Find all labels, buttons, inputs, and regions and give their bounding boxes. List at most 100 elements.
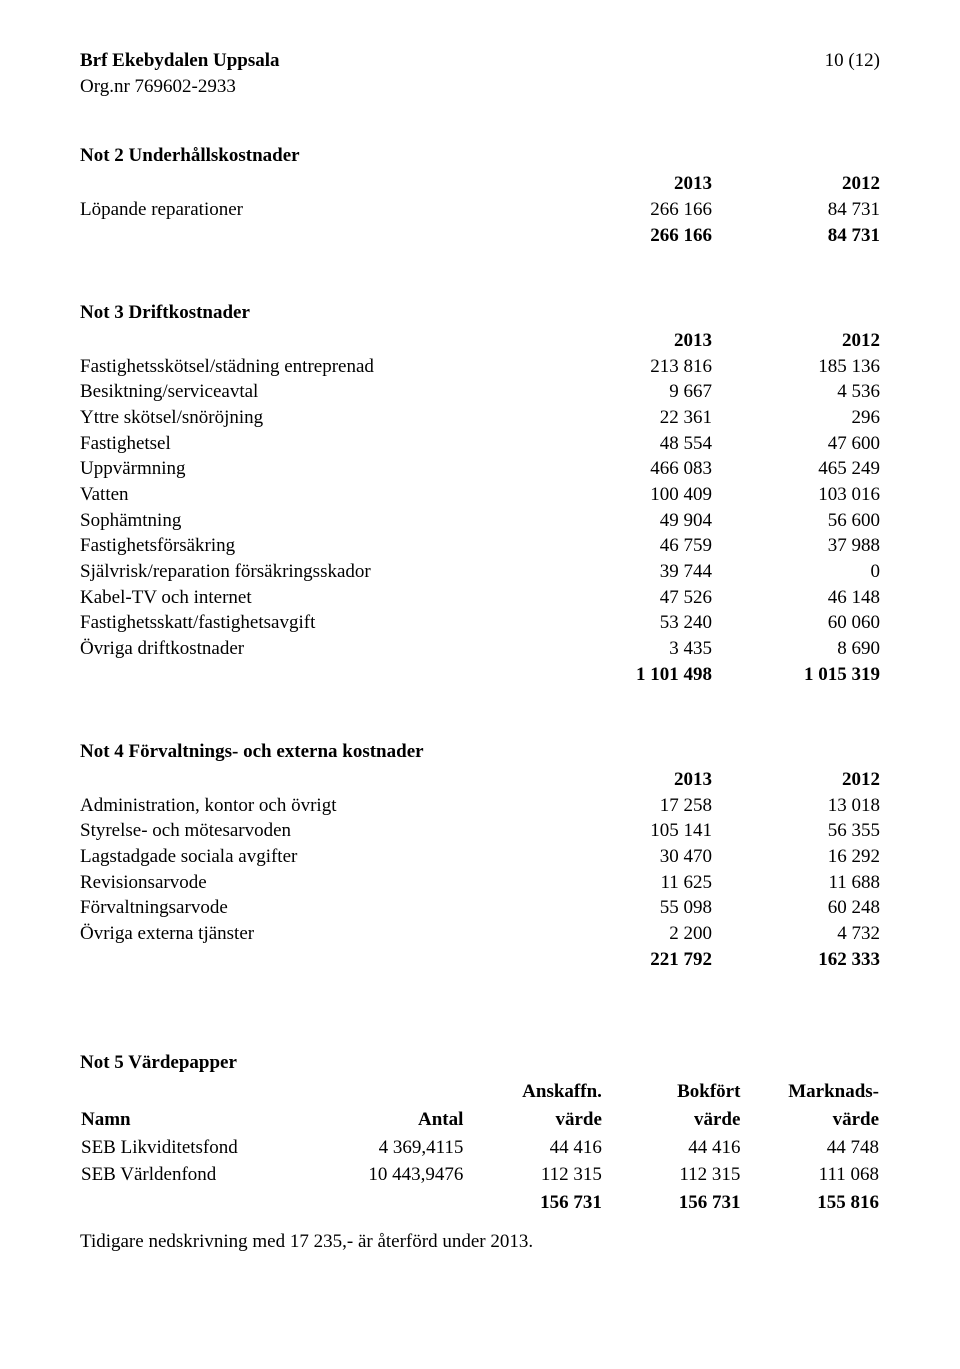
page-number: 10 (12): [825, 48, 880, 74]
table-header-row-top: Anskaffn. Bokfört Marknads-: [80, 1078, 880, 1106]
row-value: 55 098: [544, 895, 712, 921]
row-value: 11 625: [544, 870, 712, 896]
page-header: Brf Ekebydalen Uppsala 10 (12): [80, 48, 880, 74]
row-label: Vatten: [80, 482, 544, 508]
row-value: 49 904: [544, 508, 712, 534]
row-label: Fastighetsel: [80, 431, 544, 457]
not4-title: Not 4 Förvaltnings- och externa kostnade…: [80, 741, 880, 763]
col-marknads-top: Marknads-: [741, 1078, 880, 1106]
table-row: Kabel-TV och internet47 52646 148: [80, 585, 880, 611]
row-value: 17 258: [544, 793, 712, 819]
sec-mark: 44 748: [741, 1134, 880, 1162]
total-value: 1 101 498: [544, 662, 712, 688]
col-year-2: 2012: [712, 328, 880, 354]
sec-name: SEB Världenfond: [80, 1161, 320, 1189]
row-value: 266 166: [544, 197, 712, 223]
row-value: 8 690: [712, 636, 880, 662]
org-number: Org.nr 769602-2933: [80, 74, 880, 100]
table-header-row: 2013 2012: [80, 328, 880, 354]
not5-footnote: Tidigare nedskrivning med 17 235,- är åt…: [80, 1231, 880, 1253]
row-value: 56 600: [712, 508, 880, 534]
table-row: Fastighetsskötsel/städning entreprenad21…: [80, 354, 880, 380]
table-row: Vatten100 409103 016: [80, 482, 880, 508]
table-header-row-bottom: Namn Antal värde värde värde: [80, 1106, 880, 1134]
sec-bok: 112 315: [603, 1161, 742, 1189]
table-row: Uppvärmning466 083465 249: [80, 456, 880, 482]
table-header-row: 2013 2012: [80, 767, 880, 793]
row-value: 100 409: [544, 482, 712, 508]
row-value: 2 200: [544, 921, 712, 947]
row-label: Besiktning/serviceavtal: [80, 379, 544, 405]
row-value: 213 816: [544, 354, 712, 380]
row-label: Styrelse- och mötesarvoden: [80, 818, 544, 844]
row-label: Övriga driftkostnader: [80, 636, 544, 662]
row-label: Revisionsarvode: [80, 870, 544, 896]
total-ansk: 156 731: [464, 1189, 603, 1217]
col-name: Namn: [80, 1106, 320, 1134]
row-value: 0: [712, 559, 880, 585]
row-value: 465 249: [712, 456, 880, 482]
row-label: Yttre skötsel/snöröjning: [80, 405, 544, 431]
row-value: 16 292: [712, 844, 880, 870]
table-row: Yttre skötsel/snöröjning22 361296: [80, 405, 880, 431]
row-value: 11 688: [712, 870, 880, 896]
table-row: Administration, kontor och övrigt17 2581…: [80, 793, 880, 819]
row-value: 4 732: [712, 921, 880, 947]
row-value: 9 667: [544, 379, 712, 405]
table-row: Övriga externa tjänster2 2004 732: [80, 921, 880, 947]
row-label: Fastighetsförsäkring: [80, 533, 544, 559]
col-anskaffn-top: Anskaffn.: [464, 1078, 603, 1106]
total-value: 84 731: [712, 223, 880, 249]
col-year-2: 2012: [712, 767, 880, 793]
col-antal: Antal: [320, 1106, 464, 1134]
total-value: 266 166: [544, 223, 712, 249]
row-value: 185 136: [712, 354, 880, 380]
table-totals-row: 221 792 162 333: [80, 947, 880, 973]
row-value: 466 083: [544, 456, 712, 482]
sec-name: SEB Likviditetsfond: [80, 1134, 320, 1162]
table-row: Löpande reparationer 266 166 84 731: [80, 197, 880, 223]
row-value: 103 016: [712, 482, 880, 508]
total-mark: 155 816: [741, 1189, 880, 1217]
col-year-2: 2012: [712, 171, 880, 197]
col-bokfort-varde: värde: [603, 1106, 742, 1134]
total-bok: 156 731: [603, 1189, 742, 1217]
table-row: SEB Likviditetsfond 4 369,4115 44 416 44…: [80, 1134, 880, 1162]
row-value: 39 744: [544, 559, 712, 585]
not2-title: Not 2 Underhållskostnader: [80, 145, 880, 167]
row-label: Administration, kontor och övrigt: [80, 793, 544, 819]
sec-mark: 111 068: [741, 1161, 880, 1189]
col-year-1: 2013: [544, 328, 712, 354]
table-row: Lagstadgade sociala avgifter30 47016 292: [80, 844, 880, 870]
table-row: Sophämtning49 90456 600: [80, 508, 880, 534]
table-row: Självrisk/reparation försäkringsskador39…: [80, 559, 880, 585]
not3-table: 2013 2012 Fastighetsskötsel/städning ent…: [80, 328, 880, 687]
row-label: Fastighetsskatt/fastighetsavgift: [80, 610, 544, 636]
sec-antal: 10 443,9476: [320, 1161, 464, 1189]
row-value: 105 141: [544, 818, 712, 844]
table-row: Fastighetsskatt/fastighetsavgift53 24060…: [80, 610, 880, 636]
total-value: 1 015 319: [712, 662, 880, 688]
row-label: Lagstadgade sociala avgifter: [80, 844, 544, 870]
table-totals-row: 1 101 498 1 015 319: [80, 662, 880, 688]
row-label: Fastighetsskötsel/städning entreprenad: [80, 354, 544, 380]
col-year-1: 2013: [544, 171, 712, 197]
col-year-1: 2013: [544, 767, 712, 793]
total-value: 221 792: [544, 947, 712, 973]
table-row: Fastighetsel48 55447 600: [80, 431, 880, 457]
row-label: Sophämtning: [80, 508, 544, 534]
row-value: 46 759: [544, 533, 712, 559]
col-anskaffn-varde: värde: [464, 1106, 603, 1134]
row-value: 46 148: [712, 585, 880, 611]
row-value: 13 018: [712, 793, 880, 819]
sec-ansk: 44 416: [464, 1134, 603, 1162]
sec-ansk: 112 315: [464, 1161, 603, 1189]
table-totals-row: 266 166 84 731: [80, 223, 880, 249]
table-row: Fastighetsförsäkring46 75937 988: [80, 533, 880, 559]
col-marknads-varde: värde: [741, 1106, 880, 1134]
row-value: 56 355: [712, 818, 880, 844]
row-value: 53 240: [544, 610, 712, 636]
sec-bok: 44 416: [603, 1134, 742, 1162]
row-value: 22 361: [544, 405, 712, 431]
not4-table: 2013 2012 Administration, kontor och övr…: [80, 767, 880, 972]
